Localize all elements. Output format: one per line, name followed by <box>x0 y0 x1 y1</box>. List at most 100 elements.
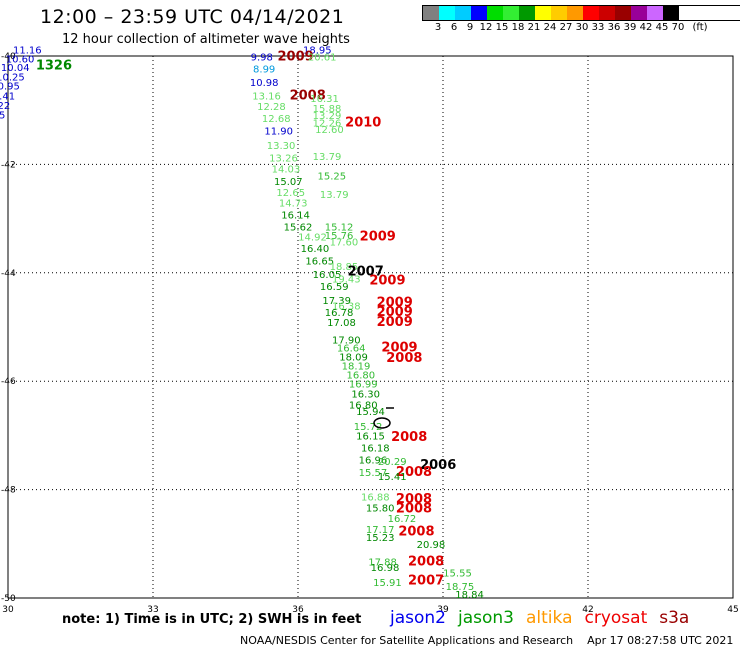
wave-height-label: 18.95 <box>303 45 332 56</box>
pass-time-label: 2009 <box>377 305 413 320</box>
pass-time-label: 2009 <box>377 315 413 330</box>
satellite-label-s3a: s3a <box>659 608 690 628</box>
legend-swatch <box>551 6 567 20</box>
lon-tick-label: 45 <box>727 605 738 615</box>
legend-swatch <box>471 6 487 20</box>
wave-height-label: 14.03 <box>272 165 301 176</box>
pass-time-label: 2006 <box>420 458 456 473</box>
legend-label: 21 <box>527 22 541 33</box>
wave-height-label: 17.08 <box>327 318 356 329</box>
wave-height-label: 16.14 <box>281 211 310 222</box>
wave-height-label: 10.25 <box>0 72 25 83</box>
legend-swatches <box>422 5 740 21</box>
lon-tick-label: 42 <box>582 605 593 615</box>
legend-label: 39 <box>623 22 637 33</box>
wave-height-label: 16.80 <box>347 370 376 381</box>
legend-swatch <box>647 6 663 20</box>
wave-height-label: 16.96 <box>359 456 388 467</box>
wave-height-label: 15.57 <box>359 468 388 479</box>
map-frame <box>7 55 734 599</box>
wave-height-label: 19.43 <box>332 275 361 286</box>
legend-label: 3 <box>434 22 442 33</box>
wave-height-label: 15.72 <box>354 422 383 433</box>
wave-height-label: 17.17 <box>366 525 395 536</box>
wave-height-label: 13.16 <box>252 91 281 102</box>
satellite-label-cryosat: cryosat <box>584 608 648 628</box>
wave-height-label: 11.90 <box>264 127 293 138</box>
wave-height-label: 14.92 <box>298 232 327 243</box>
wave-height-label: 8.99 <box>253 64 275 75</box>
satellite-legend: jason2 jason3 altika cryosat s3a <box>390 608 689 628</box>
wave-height-label: 16.99 <box>349 380 378 391</box>
wave-height-label: 12.65 <box>276 188 305 199</box>
lon-tick-label: 39 <box>437 605 449 615</box>
legend-label: 36 <box>607 22 621 33</box>
wave-height-label: 12.15 <box>0 120 1 131</box>
wave-height-label: 13.79 <box>320 190 349 201</box>
wave-height-label: 15.41 <box>378 472 407 483</box>
lat-tick-label: -48 <box>1 486 16 496</box>
wave-height-label: 16.78 <box>325 308 354 319</box>
wave-height-label: 15.80 <box>366 503 395 514</box>
lat-tick-label: -40 <box>1 52 16 62</box>
wave-height-label: 16.38 <box>332 302 361 313</box>
wave-height-label: 13.30 <box>267 141 296 152</box>
wave-height-label: 20.98 <box>417 540 446 551</box>
wave-height-label: 16.05 <box>313 270 342 281</box>
wave-height-label: 13.26 <box>269 154 298 165</box>
wave-height-label: 18.84 <box>455 590 484 601</box>
pass-time-label: 2010 <box>345 115 381 130</box>
legend-label: 12 <box>479 22 493 33</box>
wave-height-labels: 11.1610.6010.04132610.2510.9510.4111.221… <box>0 45 484 601</box>
wave-height-label: 18.09 <box>339 353 368 364</box>
pass-time-label: 2008 <box>398 525 434 540</box>
wave-height-label: 18.75 <box>446 582 475 593</box>
pass-time-label: 2008 <box>391 430 427 445</box>
legend-label: 18 <box>511 22 525 33</box>
wave-height-label: 10.95 <box>0 82 20 93</box>
wave-height-label: 13.79 <box>313 152 342 163</box>
legend-swatch <box>503 6 519 20</box>
wave-height-label: 15.88 <box>313 104 342 115</box>
wave-height-label: 12.28 <box>257 102 286 113</box>
legend-swatch <box>439 6 455 20</box>
wave-height-label: 10.41 <box>0 91 15 102</box>
pass-time-label: 2009 <box>369 274 405 289</box>
wave-height-label: 15.25 <box>318 172 347 183</box>
wave-height-label: 20.29 <box>378 457 407 468</box>
wave-height-label: 10.60 <box>6 55 35 66</box>
pass-time-label: 2007 <box>408 573 444 588</box>
wave-height-label: 18.85 <box>330 262 359 273</box>
wave-height-label: 15.62 <box>284 223 313 234</box>
wave-height-label: 16.40 <box>301 244 330 255</box>
wave-height-label: 16.88 <box>361 492 390 503</box>
wave-height-label: 12.60 <box>315 125 344 136</box>
legend-label: 15 <box>495 22 509 33</box>
pass-time-label: 2008 <box>408 554 444 569</box>
wave-height-label: 10.04 <box>1 63 30 74</box>
legend-label: 9 <box>466 22 474 33</box>
wave-height-label: 15.91 <box>373 578 402 589</box>
wave-height-label: 16.64 <box>337 343 366 354</box>
pass-time-label: 2009 <box>381 340 417 355</box>
wave-height-label: 15.07 <box>274 177 303 188</box>
wave-height-label: 17.88 <box>368 557 397 568</box>
legend-labels: 3 6 9 12 15 18 21 24 27 30 33 36 39 42 45 70 (ft) <box>422 21 740 35</box>
wave-contour-mark <box>373 417 391 429</box>
lon-tick-label: 36 <box>292 605 304 615</box>
wave-height-label: 17.39 <box>322 296 351 307</box>
map-ticks: 30 33 36 39 42 45 -40 -42 -44 -46 -48 -50 <box>1 52 739 615</box>
legend-label: 30 <box>575 22 589 33</box>
wave-height-label: 15.94 <box>356 407 385 418</box>
lat-tick-label: -46 <box>1 377 16 387</box>
legend-swatch <box>487 6 503 20</box>
wave-height-label: 17.60 <box>330 238 359 249</box>
pass-time-label: 2007 <box>348 265 384 280</box>
lon-tick-label: 33 <box>147 605 158 615</box>
wave-height-label: 11.22 <box>0 101 10 112</box>
pass-time-label: 2008 <box>290 88 326 103</box>
satellite-label-jason3: jason3 <box>458 608 514 628</box>
legend-label: 24 <box>543 22 557 33</box>
legend-swatch <box>583 6 599 20</box>
